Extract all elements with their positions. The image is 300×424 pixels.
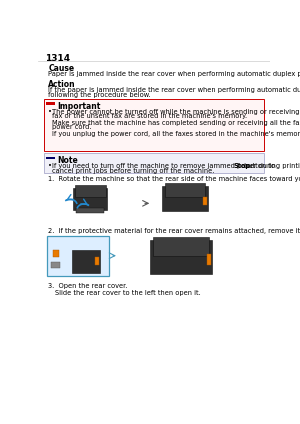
Bar xyxy=(76,208,104,212)
Text: Make sure that the machine has completed sending or receiving all the faxes befo: Make sure that the machine has completed… xyxy=(52,120,300,126)
Text: 3.  Open the rear cover.: 3. Open the rear cover. xyxy=(48,283,128,290)
Bar xyxy=(72,250,100,273)
Bar xyxy=(46,102,49,105)
Text: If the paper is jammed inside the rear cover when performing automatic duplex pr: If the paper is jammed inside the rear c… xyxy=(48,87,300,93)
Text: •: • xyxy=(48,109,52,114)
Bar xyxy=(153,237,209,256)
Bar xyxy=(161,187,208,211)
Text: following the procedure below.: following the procedure below. xyxy=(48,92,151,98)
Bar xyxy=(95,257,99,265)
Bar xyxy=(52,157,55,159)
Text: button to: button to xyxy=(242,163,275,169)
Text: The power cannot be turned off while the machine is sending or receiving a fax, : The power cannot be turned off while the… xyxy=(52,109,300,114)
Text: Stop: Stop xyxy=(233,163,250,169)
Bar xyxy=(207,254,211,265)
Bar xyxy=(46,157,49,159)
Text: Paper is jammed inside the rear cover when performing automatic duplex printing.: Paper is jammed inside the rear cover wh… xyxy=(48,71,300,77)
Bar xyxy=(203,197,207,205)
Bar xyxy=(49,157,52,159)
Text: •: • xyxy=(48,163,52,169)
Text: power cord.: power cord. xyxy=(52,125,92,131)
Text: 1.  Rotate the machine so that the rear side of the machine faces toward you.: 1. Rotate the machine so that the rear s… xyxy=(48,176,300,181)
FancyBboxPatch shape xyxy=(47,236,109,276)
Bar xyxy=(165,183,205,197)
Text: If you unplug the power cord, all the faxes stored in the machine's memory are d: If you unplug the power cord, all the fa… xyxy=(52,131,300,137)
Bar xyxy=(73,188,107,209)
Bar xyxy=(150,240,212,274)
Bar xyxy=(53,250,59,257)
Text: 2.  If the protective material for the rear cover remains attached, remove it.: 2. If the protective material for the re… xyxy=(48,228,300,234)
Text: fax or the unsent fax are stored in the machine's memory.: fax or the unsent fax are stored in the … xyxy=(52,113,247,120)
Bar xyxy=(49,102,52,105)
FancyBboxPatch shape xyxy=(44,153,264,173)
Bar xyxy=(75,185,106,197)
Text: Cause: Cause xyxy=(48,64,74,73)
FancyBboxPatch shape xyxy=(44,99,264,151)
Text: If you need to turn off the machine to remove jammed paper during printing, pres: If you need to turn off the machine to r… xyxy=(52,163,300,169)
Text: Note: Note xyxy=(58,156,78,165)
Text: Important: Important xyxy=(58,102,101,111)
Bar xyxy=(51,262,60,268)
Text: Action: Action xyxy=(48,80,76,89)
Bar xyxy=(52,102,55,105)
Text: cancel print jobs before turning off the machine.: cancel print jobs before turning off the… xyxy=(52,168,214,174)
Text: 1314: 1314 xyxy=(45,54,70,63)
Text: Slide the rear cover to the left then open it.: Slide the rear cover to the left then op… xyxy=(55,290,200,296)
